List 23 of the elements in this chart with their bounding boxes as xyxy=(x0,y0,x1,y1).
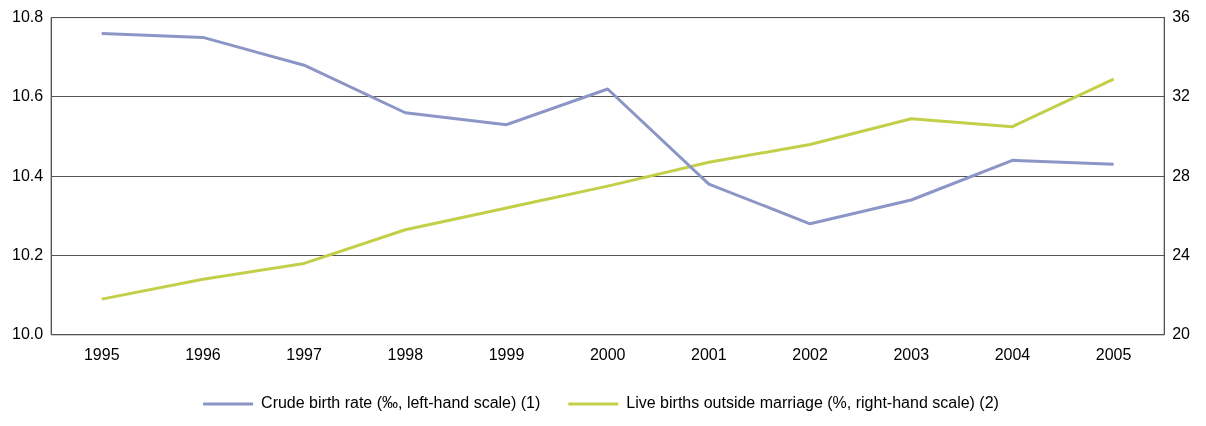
x-tick-label: 2000 xyxy=(589,345,626,363)
y-tick-label: 10.0 xyxy=(12,325,44,343)
legend-label: Crude birth rate (‰, left-hand scale) (1) xyxy=(261,394,541,412)
x-tick-label: 1996 xyxy=(185,345,221,363)
x-tick-label: 1998 xyxy=(387,345,424,363)
x-tick-label: 1995 xyxy=(83,345,120,363)
x-tick-label: 1999 xyxy=(488,345,525,363)
x-tick-label: 2001 xyxy=(691,345,727,363)
y-tick-label: 10.6 xyxy=(12,87,44,105)
y2-tick-label: 28 xyxy=(1172,166,1191,184)
legend-label: Live births outside marriage (%, right-hand scale) (2) xyxy=(626,394,999,412)
y2-tick-label: 32 xyxy=(1172,87,1191,105)
y-tick-label: 10.4 xyxy=(12,166,44,184)
y-tick-label: 10.8 xyxy=(12,8,44,26)
x-tick-label: 2003 xyxy=(893,345,930,363)
y2-tick-label: 36 xyxy=(1172,8,1191,26)
y2-tick-label: 20 xyxy=(1172,325,1191,343)
y-tick-label: 10.2 xyxy=(12,245,44,263)
y2-tick-label: 24 xyxy=(1172,245,1191,263)
x-tick-label: 2004 xyxy=(994,345,1031,363)
x-tick-label: 2002 xyxy=(792,345,828,363)
x-tick-label: 2005 xyxy=(1095,345,1132,363)
x-tick-label: 1997 xyxy=(286,345,323,363)
